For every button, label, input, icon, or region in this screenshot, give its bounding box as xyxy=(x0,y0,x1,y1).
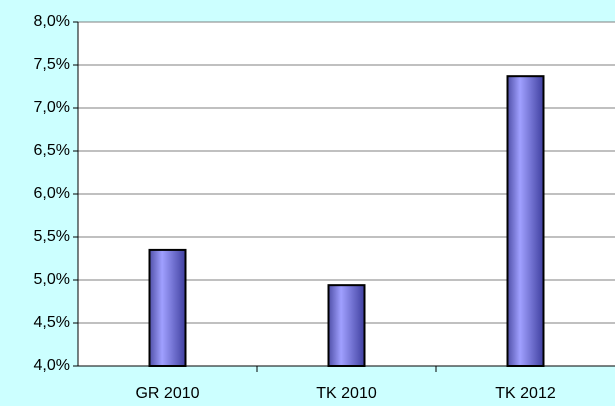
y-tick-label: 4,0% xyxy=(34,357,70,374)
y-tick-label: 6,5% xyxy=(34,142,70,159)
bar xyxy=(327,284,366,367)
x-tick-label: TK 2010 xyxy=(316,385,377,402)
y-tick-label: 7,5% xyxy=(34,56,70,73)
y-tick-label: 5,0% xyxy=(34,271,70,288)
y-tick-label: 4,5% xyxy=(34,314,70,331)
x-tick-label: GR 2010 xyxy=(135,385,199,402)
bar xyxy=(506,75,545,368)
bar xyxy=(148,248,187,367)
x-tick-label: TK 2012 xyxy=(495,385,556,402)
y-tick-label: 6,0% xyxy=(34,185,70,202)
y-tick-label: 7,0% xyxy=(34,99,70,116)
y-tick-label: 5,5% xyxy=(34,228,70,245)
y-tick-label: 8,0% xyxy=(34,13,70,30)
